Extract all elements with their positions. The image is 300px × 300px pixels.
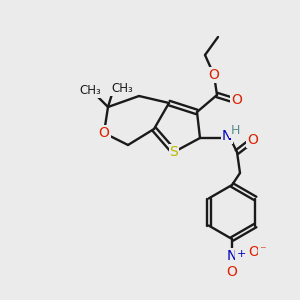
Text: CH₃: CH₃ bbox=[111, 82, 133, 95]
Text: N: N bbox=[222, 129, 232, 143]
Text: N: N bbox=[227, 249, 237, 263]
Text: O: O bbox=[226, 265, 237, 279]
Text: S: S bbox=[169, 145, 178, 159]
Text: O: O bbox=[248, 133, 258, 147]
Text: O: O bbox=[232, 93, 242, 107]
Text: +: + bbox=[236, 249, 246, 259]
Text: O: O bbox=[99, 126, 110, 140]
Text: ⁻: ⁻ bbox=[259, 244, 265, 257]
Text: CH₃: CH₃ bbox=[79, 85, 101, 98]
Text: O: O bbox=[208, 68, 219, 82]
Text: H: H bbox=[230, 124, 240, 136]
Text: O: O bbox=[249, 245, 260, 259]
